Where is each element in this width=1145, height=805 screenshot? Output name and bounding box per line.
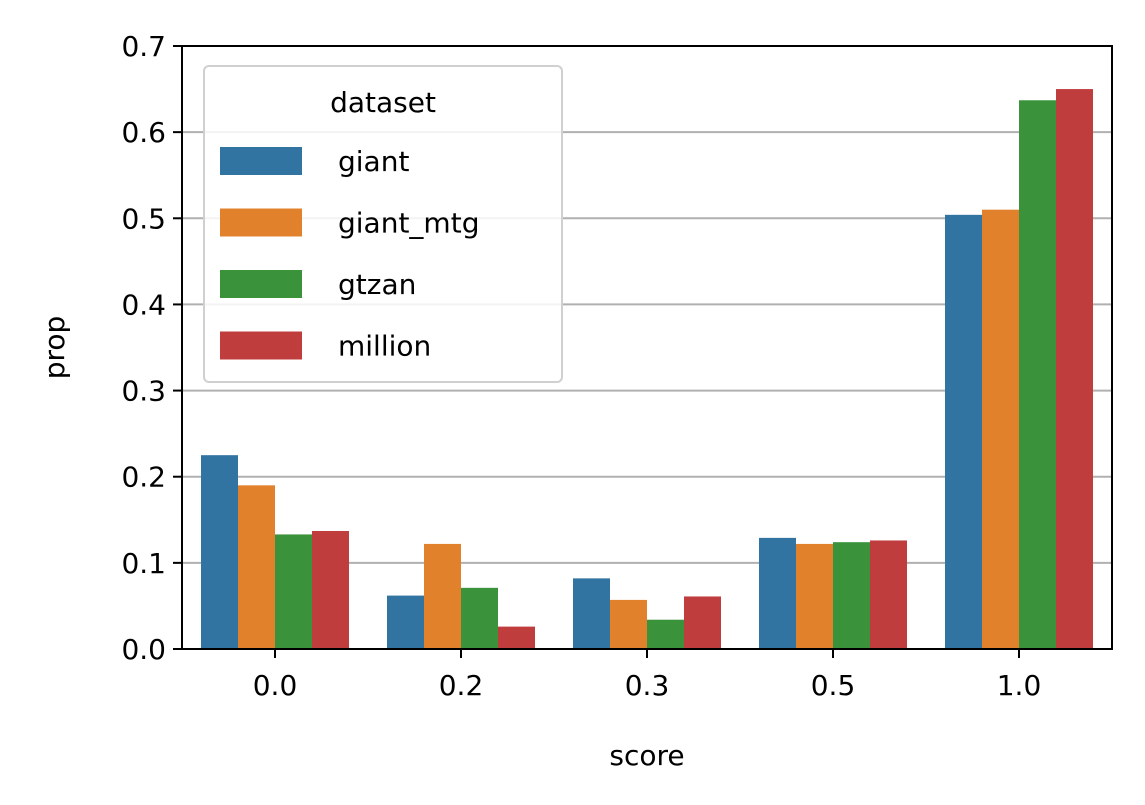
legend-swatch-million xyxy=(220,331,302,360)
bar-gtzan-1.0 xyxy=(1019,100,1056,649)
bar-giant_mtg-0.5 xyxy=(796,543,833,649)
bar-million-0.3 xyxy=(684,596,721,649)
legend-swatch-giant xyxy=(220,147,302,175)
bar-gtzan-0.3 xyxy=(647,619,684,649)
legend-box xyxy=(203,65,563,383)
bar-giant-0.2 xyxy=(387,595,424,649)
x-tick-label: 0.5 xyxy=(811,669,856,702)
y-axis-label: prop xyxy=(38,316,71,380)
legend-swatch-giant_mtg xyxy=(220,208,302,237)
bar-million-0.5 xyxy=(870,540,907,649)
x-axis: 0.0 0.2 0.3 0.5 1.0 xyxy=(253,649,1042,702)
y-axis: 0.0 0.1 0.2 0.3 0.4 0.5 0.6 0.7 xyxy=(121,30,182,666)
x-axis-label: score xyxy=(609,739,684,772)
bar-giant-0.3 xyxy=(573,578,610,649)
legend-label-giant: giant xyxy=(338,145,409,178)
bar-million-0.0 xyxy=(312,530,349,649)
legend-label-giant_mtg: giant_mtg xyxy=(338,207,479,240)
bar-giant-0.5 xyxy=(759,537,796,649)
legend-title: dataset xyxy=(330,86,436,119)
legend-label-gtzan: gtzan xyxy=(338,268,416,301)
y-tick-label: 0.2 xyxy=(121,461,166,494)
bar-giant_mtg-1.0 xyxy=(982,209,1019,649)
bar-million-0.2 xyxy=(498,626,535,649)
y-tick-label: 0.4 xyxy=(121,288,166,321)
bar-giant-0.0 xyxy=(201,455,238,649)
bar-giant_mtg-0.0 xyxy=(238,485,275,649)
bar-giant_mtg-0.3 xyxy=(610,599,647,649)
bar-gtzan-0.0 xyxy=(275,534,312,649)
bar-giant_mtg-0.2 xyxy=(424,543,461,649)
y-tick-label: 0.6 xyxy=(121,116,166,149)
y-tick-label: 0.5 xyxy=(121,202,166,235)
x-tick-label: 1.0 xyxy=(997,669,1042,702)
legend-swatch-gtzan xyxy=(220,270,302,298)
y-tick-label: 0.3 xyxy=(121,375,166,408)
y-tick-label: 0.0 xyxy=(121,633,166,666)
bar-giant-1.0 xyxy=(945,214,982,649)
bars xyxy=(201,89,1093,650)
y-tick-label: 0.1 xyxy=(121,547,166,580)
bar-million-1.0 xyxy=(1056,89,1093,650)
x-tick-label: 0.0 xyxy=(253,669,298,702)
x-tick-label: 0.3 xyxy=(625,669,670,702)
legend-label-million: million xyxy=(338,330,431,363)
bar-gtzan-0.2 xyxy=(461,587,498,649)
x-tick-label: 0.2 xyxy=(439,669,484,702)
bar-gtzan-0.5 xyxy=(833,542,870,649)
y-tick-label: 0.7 xyxy=(121,30,166,63)
